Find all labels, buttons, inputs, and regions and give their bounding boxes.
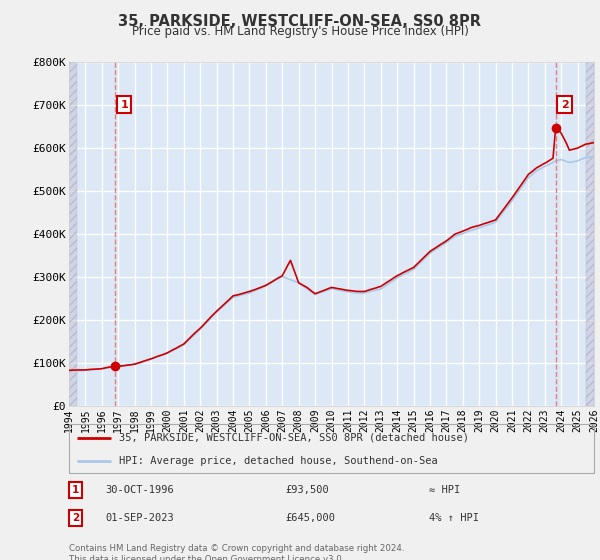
Text: 2: 2 xyxy=(72,513,79,523)
Text: £93,500: £93,500 xyxy=(285,485,329,495)
Text: 35, PARKSIDE, WESTCLIFF-ON-SEA, SS0 8PR: 35, PARKSIDE, WESTCLIFF-ON-SEA, SS0 8PR xyxy=(119,14,482,29)
Text: Contains HM Land Registry data © Crown copyright and database right 2024.
This d: Contains HM Land Registry data © Crown c… xyxy=(69,544,404,560)
Text: 2: 2 xyxy=(560,100,568,110)
Text: HPI: Average price, detached house, Southend-on-Sea: HPI: Average price, detached house, Sout… xyxy=(119,456,437,466)
Bar xyxy=(586,62,594,406)
Text: 30-OCT-1996: 30-OCT-1996 xyxy=(105,485,174,495)
Text: 1: 1 xyxy=(72,485,79,495)
Text: 4% ↑ HPI: 4% ↑ HPI xyxy=(429,513,479,523)
Text: ≈ HPI: ≈ HPI xyxy=(429,485,460,495)
Text: 01-SEP-2023: 01-SEP-2023 xyxy=(105,513,174,523)
Text: £645,000: £645,000 xyxy=(285,513,335,523)
Text: Price paid vs. HM Land Registry's House Price Index (HPI): Price paid vs. HM Land Registry's House … xyxy=(131,25,469,38)
Text: 1: 1 xyxy=(121,100,128,110)
Text: 35, PARKSIDE, WESTCLIFF-ON-SEA, SS0 8PR (detached house): 35, PARKSIDE, WESTCLIFF-ON-SEA, SS0 8PR … xyxy=(119,433,469,443)
Bar xyxy=(69,62,77,406)
